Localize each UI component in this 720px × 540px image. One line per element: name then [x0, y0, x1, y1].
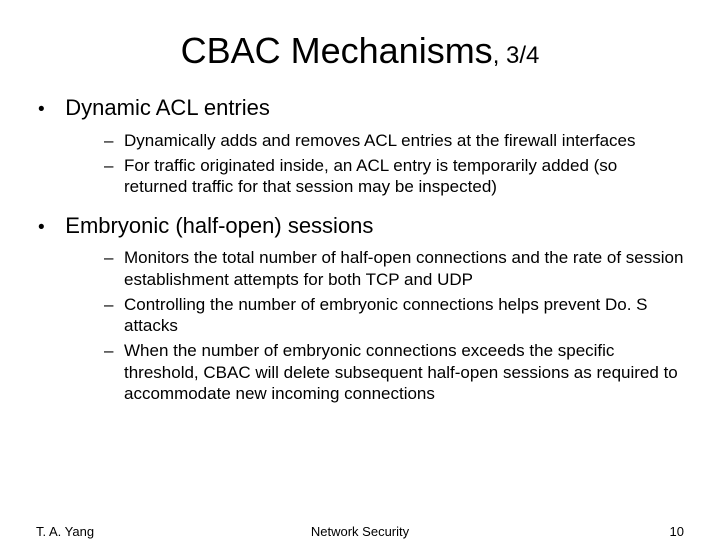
bullet-list: Dynamic ACL entries Dynamically adds and…: [36, 94, 684, 404]
bullet-text: Dynamic ACL entries: [65, 95, 270, 120]
sub-bullet-item: When the number of embryonic connections…: [104, 340, 684, 404]
sub-bullet-list: Dynamically adds and removes ACL entries…: [60, 130, 684, 198]
bullet-item: Embryonic (half-open) sessions Monitors …: [60, 212, 684, 405]
sub-bullet-item: Controlling the number of embryonic conn…: [104, 294, 684, 337]
sub-bullet-item: For traffic originated inside, an ACL en…: [104, 155, 684, 198]
slide-content: Dynamic ACL entries Dynamically adds and…: [36, 94, 684, 404]
sub-bullet-item: Dynamically adds and removes ACL entries…: [104, 130, 684, 151]
footer-title: Network Security: [0, 524, 720, 539]
bullet-item: Dynamic ACL entries Dynamically adds and…: [60, 94, 684, 198]
sub-bullet-item: Monitors the total number of half-open c…: [104, 247, 684, 290]
bullet-text: Embryonic (half-open) sessions: [65, 213, 373, 238]
title-sub: , 3/4: [493, 42, 540, 69]
slide-title: CBAC Mechanisms, 3/4: [36, 30, 684, 72]
title-main: CBAC Mechanisms: [181, 30, 493, 71]
slide: CBAC Mechanisms, 3/4 Dynamic ACL entries…: [0, 0, 720, 540]
footer-page-number: 10: [670, 524, 684, 539]
sub-bullet-list: Monitors the total number of half-open c…: [60, 247, 684, 404]
